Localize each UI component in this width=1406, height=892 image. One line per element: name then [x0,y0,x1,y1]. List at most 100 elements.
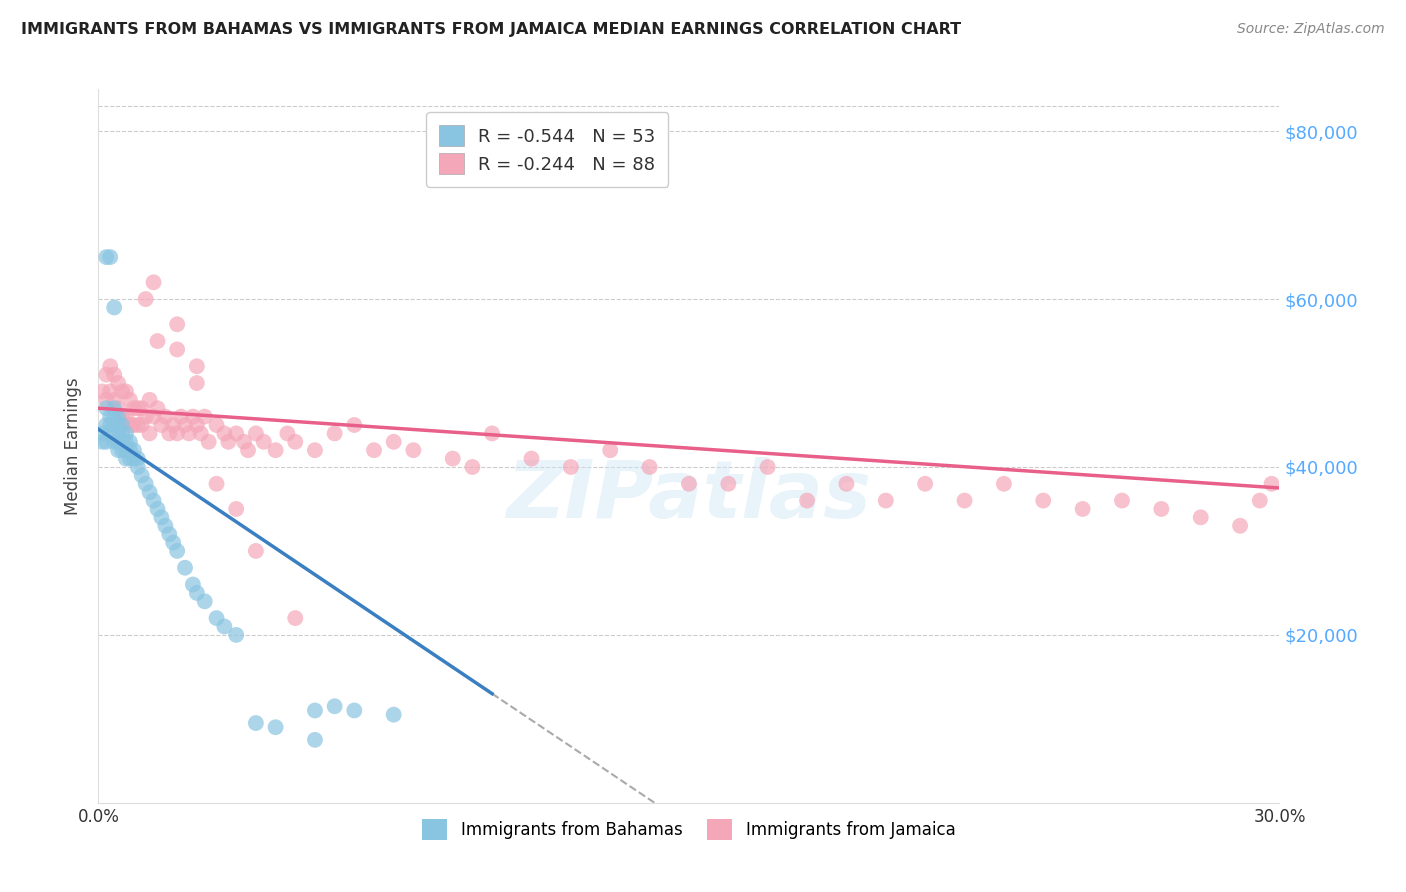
Point [1260,476,1282,491]
Point [103,392,125,407]
Point [323,426,346,441]
Point [1150,502,1173,516]
Point [304,732,326,747]
Point [150,417,173,432]
Point [481,426,503,441]
Point [953,493,976,508]
Point [1071,502,1094,516]
Point [96,392,118,407]
Point [122,417,145,432]
Point [103,368,125,382]
Point [993,476,1015,491]
Point [382,434,405,449]
Point [91,434,114,449]
Point [245,716,267,731]
Point [142,275,165,289]
Point [150,510,173,524]
Point [135,409,157,424]
Point [323,699,346,714]
Point [217,434,239,449]
Point [1032,493,1054,508]
Point [131,401,153,416]
Text: Source: ZipAtlas.com: Source: ZipAtlas.com [1237,22,1385,37]
Point [382,707,405,722]
Point [756,460,779,475]
Point [96,417,118,432]
Point [118,443,141,458]
Point [107,443,129,458]
Point [1189,510,1212,524]
Point [107,409,129,424]
Point [186,359,208,374]
Point [122,451,145,466]
Point [118,434,141,449]
Point [96,250,118,264]
Point [115,384,138,399]
Point [157,426,180,441]
Point [363,443,385,458]
Point [122,401,145,416]
Point [155,409,177,424]
Point [441,451,464,466]
Point [91,426,114,441]
Point [186,417,208,432]
Point [236,443,259,458]
Point [98,359,121,374]
Point [103,301,125,315]
Point [131,468,153,483]
Point [111,384,134,399]
Point [135,476,157,491]
Text: IMMIGRANTS FROM BAHAMAS VS IMMIGRANTS FROM JAMAICA MEDIAN EARNINGS CORRELATION C: IMMIGRANTS FROM BAHAMAS VS IMMIGRANTS FR… [21,22,962,37]
Point [678,476,700,491]
Point [343,417,366,432]
Point [186,376,208,390]
Point [186,586,208,600]
Point [127,417,149,432]
Point [142,409,165,424]
Y-axis label: Median Earnings: Median Earnings [65,377,83,515]
Point [138,485,160,500]
Point [96,368,118,382]
Point [253,434,276,449]
Point [115,443,138,458]
Point [343,703,366,717]
Point [166,343,188,357]
Point [98,384,121,399]
Point [146,334,169,348]
Point [111,434,134,449]
Point [166,426,188,441]
Point [107,434,129,449]
Point [115,451,138,466]
Point [170,409,193,424]
Point [225,426,247,441]
Point [146,502,169,516]
Point [214,619,236,633]
Point [461,460,484,475]
Point [638,460,661,475]
Point [138,392,160,407]
Point [155,518,177,533]
Point [142,493,165,508]
Point [402,443,425,458]
Point [103,409,125,424]
Point [225,628,247,642]
Point [304,703,326,717]
Point [599,443,621,458]
Point [111,426,134,441]
Point [225,502,247,516]
Point [717,476,740,491]
Point [284,611,307,625]
Point [914,476,936,491]
Point [194,594,217,608]
Point [107,426,129,441]
Point [122,443,145,458]
Point [96,401,118,416]
Point [304,443,326,458]
Point [98,409,121,424]
Point [91,384,114,399]
Point [264,720,287,734]
Point [111,409,134,424]
Point [162,535,184,549]
Point [875,493,897,508]
Point [103,434,125,449]
